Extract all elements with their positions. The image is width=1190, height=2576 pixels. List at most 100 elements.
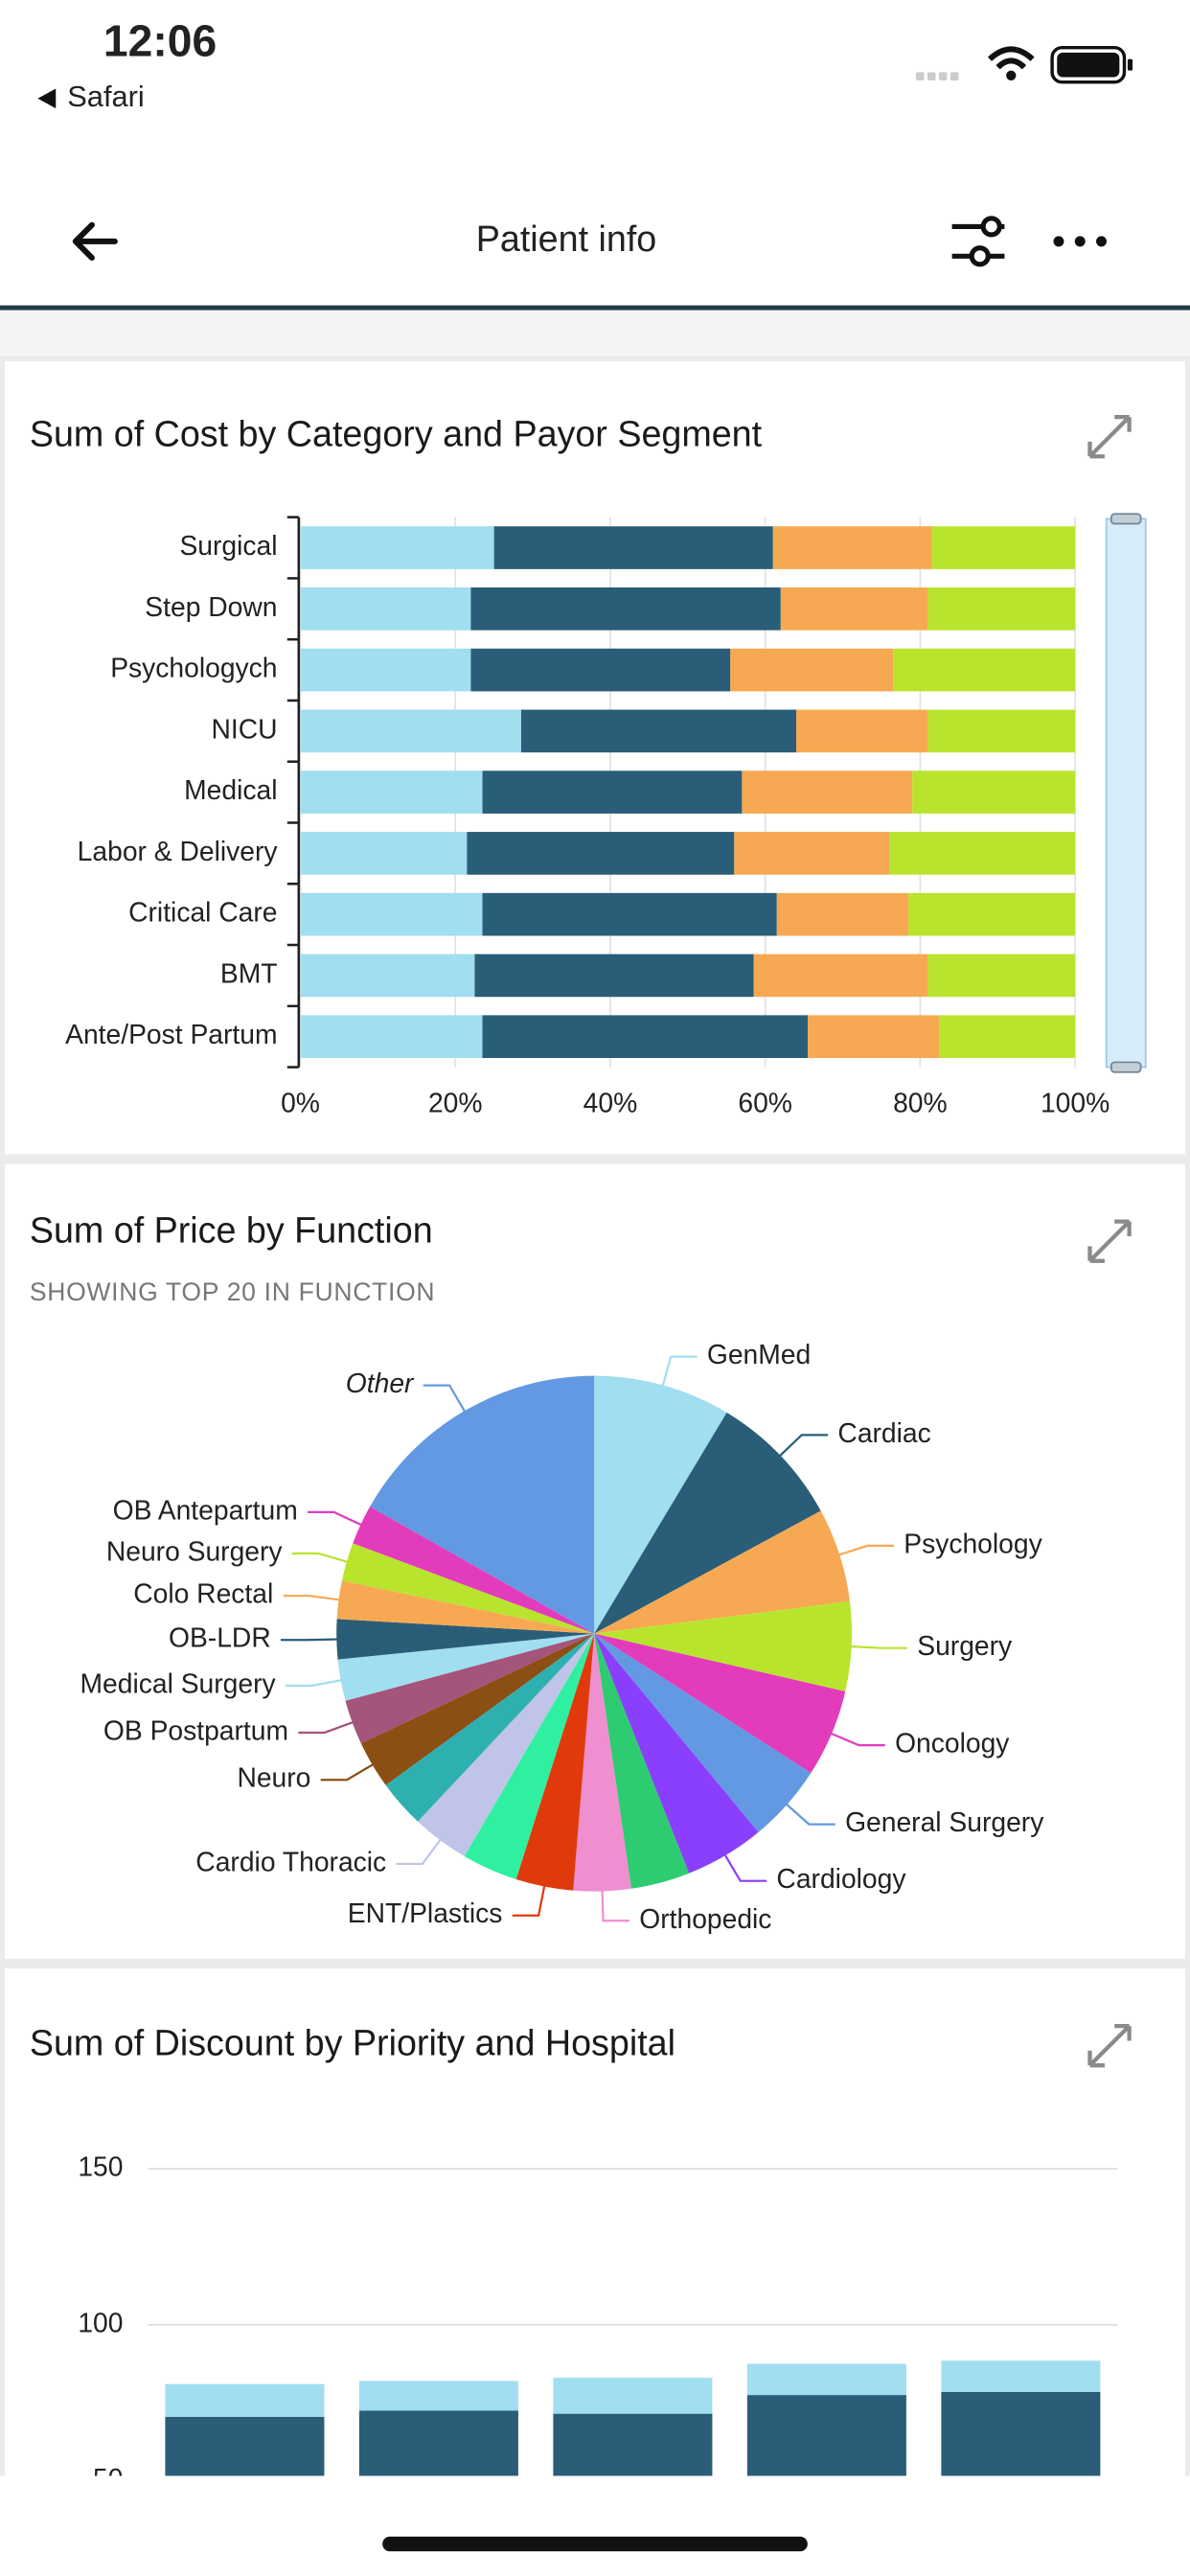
back-arrow[interactable] xyxy=(72,221,118,261)
bar-segment xyxy=(482,1015,809,1059)
y-tick-label: Critical Care xyxy=(128,897,277,928)
slice-label: GenMed xyxy=(707,1339,811,1369)
more-button[interactable] xyxy=(1053,236,1107,247)
leader-line xyxy=(423,1384,468,1414)
x-tick-label: 100% xyxy=(1041,1087,1110,1117)
card-subtitle: SHOWING TOP 20 IN FUNCTION xyxy=(30,1277,435,1306)
bar-segment xyxy=(893,648,1076,692)
slice-label: Psychology xyxy=(904,1528,1042,1558)
card-title: Sum of Cost by Category and Payor Segmen… xyxy=(30,414,763,454)
slice-label: OB Postpartum xyxy=(103,1714,288,1745)
pie-slice xyxy=(370,1375,595,1634)
slice-label: ENT/Plastics xyxy=(348,1898,503,1928)
bar-segment xyxy=(520,709,796,753)
slice-label: Neuro Surgery xyxy=(106,1535,284,1566)
leader-line xyxy=(848,1644,907,1649)
dot xyxy=(1053,236,1064,247)
expand-icon[interactable] xyxy=(1087,415,1132,459)
slice-label: Cardiology xyxy=(776,1863,906,1894)
leader-line xyxy=(512,1882,546,1917)
bar-segment xyxy=(730,648,894,692)
signal xyxy=(938,72,948,80)
pie-slice xyxy=(594,1633,759,1874)
back-triangle xyxy=(37,88,57,109)
pie-slice xyxy=(573,1633,631,1892)
pie-chart: GenMed Cardiac Psychology Surgery Oncology Ge… xyxy=(80,1339,1045,1934)
leader-line xyxy=(298,1720,356,1735)
bar-segment xyxy=(927,954,1076,998)
bar-segment xyxy=(300,709,521,753)
bar-segment xyxy=(753,954,928,998)
bar-segment xyxy=(912,770,1076,814)
expand-icon[interactable] xyxy=(1087,1219,1132,1263)
pie-slice xyxy=(594,1600,853,1691)
pie-slice xyxy=(353,1506,595,1634)
bar-segment xyxy=(908,892,1076,936)
bar-segment xyxy=(358,2380,518,2411)
bar-segment xyxy=(746,2363,906,2396)
leader-line xyxy=(396,1836,444,1866)
back-to-safari[interactable]: Safari xyxy=(37,80,145,113)
back-button[interactable] xyxy=(72,221,118,261)
bar-segment xyxy=(300,586,471,631)
slice-label: General Surgery xyxy=(845,1806,1044,1837)
bar-segment xyxy=(776,892,909,936)
pie-slice xyxy=(515,1633,595,1891)
nav-underline xyxy=(0,305,1190,310)
pie-slice xyxy=(594,1633,690,1889)
bar-segment xyxy=(474,954,754,998)
bar-segment xyxy=(165,2383,325,2417)
slice-label: Orthopedic xyxy=(639,1903,771,1934)
bar-segment xyxy=(470,586,781,631)
leader-line xyxy=(722,1852,767,1882)
back-label[interactable]: Safari xyxy=(67,80,145,113)
y-tick-label: 100 xyxy=(78,2307,123,2337)
x-tick-label: 20% xyxy=(428,1087,483,1117)
wifi xyxy=(987,46,1035,61)
scroll-track[interactable] xyxy=(1105,518,1147,1069)
toolbar-strip xyxy=(0,310,1190,356)
expand-button[interactable] xyxy=(1087,415,1132,459)
signal xyxy=(927,72,936,80)
pie-slice xyxy=(594,1633,812,1832)
leader-line xyxy=(828,1731,885,1747)
stacked-bar-chart: 0% 20% 40% 60% 80% 100% Surgical Step Down Psych… xyxy=(65,516,1110,1117)
expand-button[interactable] xyxy=(1087,2023,1132,2068)
bar-segment xyxy=(734,832,890,875)
card-title: Sum of Price by Function xyxy=(30,1210,433,1251)
slice-label: Cardio Thoracic xyxy=(195,1846,386,1876)
y-tick-label: NICU xyxy=(211,713,277,744)
expand-button[interactable] xyxy=(1087,1219,1132,1263)
battery xyxy=(1050,45,1127,84)
pie-slice xyxy=(337,1633,595,1701)
bar-segment xyxy=(553,2378,713,2414)
pie-slice xyxy=(594,1510,850,1634)
scroll-handle[interactable] xyxy=(1110,513,1142,525)
bar-segment xyxy=(467,832,735,875)
bar-segment xyxy=(931,526,1076,569)
y-tick-label: Step Down xyxy=(145,591,277,622)
card-title: Sum of Discount by Priority and Hospital xyxy=(30,2023,675,2063)
scroll-handle[interactable] xyxy=(1110,1061,1142,1073)
bar-segment xyxy=(300,526,494,569)
leader-line xyxy=(660,1355,698,1390)
expand-icon[interactable] xyxy=(1087,2023,1132,2068)
x-tick-label: 80% xyxy=(893,1087,948,1117)
slice-label: Oncology xyxy=(895,1728,1010,1759)
pie-slice xyxy=(418,1633,595,1856)
y-tick-label: BMT xyxy=(220,957,278,988)
leader-line xyxy=(784,1802,835,1826)
scrollbar[interactable] xyxy=(1105,513,1147,1073)
y-tick-label: Psychologych xyxy=(110,653,277,683)
bar-segment xyxy=(795,709,928,753)
bar-segment xyxy=(941,2360,1101,2392)
y-tick-label: 150 xyxy=(78,2151,123,2182)
bar-segment xyxy=(300,892,483,936)
leader-line xyxy=(835,1544,894,1557)
filter-button[interactable] xyxy=(951,216,1005,267)
leader-line xyxy=(283,1595,343,1601)
bar-segment xyxy=(780,586,928,631)
bar-segment xyxy=(470,648,731,692)
signal xyxy=(915,72,925,80)
